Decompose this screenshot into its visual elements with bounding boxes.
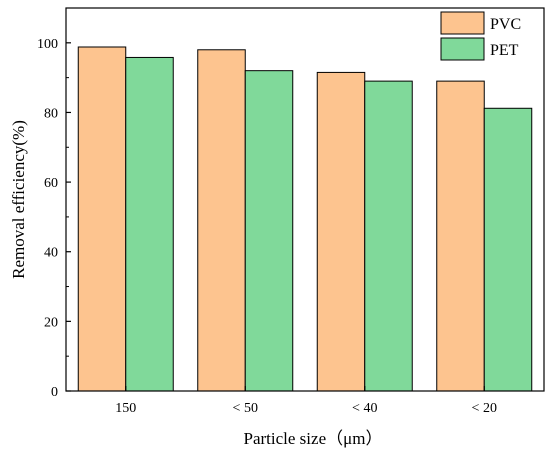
- x-tick-label: < 20: [472, 401, 497, 416]
- y-tick-label: 40: [44, 246, 58, 261]
- y-axis: 0 20 40 60 80 100: [37, 37, 71, 400]
- bar-pvc-3: [436, 80, 485, 392]
- y-tick-label: 80: [44, 106, 58, 121]
- legend: PVC PET: [440, 11, 521, 61]
- bar-pet-0: [125, 56, 174, 392]
- y-tick-label: 20: [44, 315, 58, 330]
- legend-label-pet: PET: [490, 42, 519, 59]
- y-tick-label: 100: [37, 37, 58, 52]
- bar-pet-3: [483, 107, 533, 392]
- x-tick-label: < 40: [352, 401, 377, 416]
- x-axis: 150 < 50 < 40 < 20: [115, 386, 497, 416]
- bar-pvc-2: [316, 71, 366, 392]
- bar-pvc-0: [77, 46, 127, 392]
- x-tick-label: < 50: [233, 401, 258, 416]
- y-tick-label: 0: [51, 385, 58, 400]
- x-axis-title: Particle size（μm）: [244, 429, 383, 448]
- x-tick-label: 150: [115, 401, 136, 416]
- bar-pvc-1: [197, 49, 246, 392]
- plot-frame: [65, 7, 545, 392]
- bar-pet-1: [244, 70, 294, 392]
- legend-swatch-pet: [440, 37, 485, 61]
- y-axis-title: Removal efficiency(%): [9, 120, 28, 279]
- legend-label-pvc: PVC: [490, 16, 521, 33]
- y-tick-label: 60: [44, 176, 58, 191]
- bar-pet-2: [364, 80, 413, 392]
- legend-swatch-pvc: [440, 11, 485, 35]
- bars-group: [77, 46, 533, 392]
